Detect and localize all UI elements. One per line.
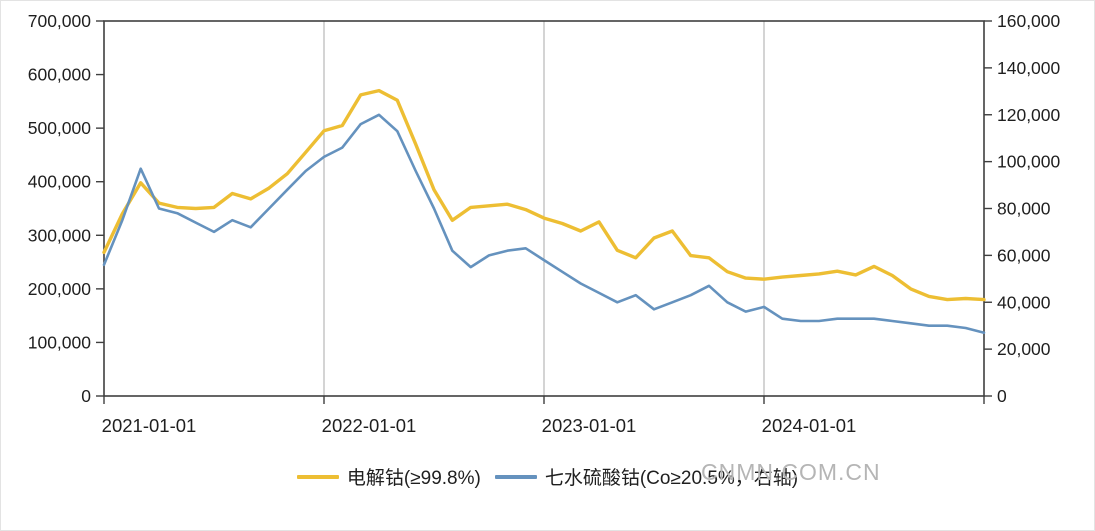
right-axis-tick-label: 140,000 xyxy=(997,58,1061,78)
chart-legend: 电解钴(≥99.8%) 七水硫酸钴(Co≥20.5%，右轴) xyxy=(1,463,1094,490)
left-axis-tick-label: 500,000 xyxy=(28,118,92,138)
left-axis-tick-label: 300,000 xyxy=(28,225,92,245)
x-axis-tick-label: 2021-01-01 xyxy=(102,415,197,436)
series-line-cobalt-sulfate xyxy=(102,113,986,335)
x-axis-tick-label: 2022-01-01 xyxy=(322,415,417,436)
right-axis-tick-label: 120,000 xyxy=(997,105,1061,125)
left-axis-tick-label: 200,000 xyxy=(28,279,92,299)
plot-area: 0 100,000 200,000 300,000 400,000 500,000 600,… xyxy=(28,11,1061,436)
legend-item-electrolytic-cobalt: 电解钴(≥99.8%) xyxy=(296,463,481,490)
left-axis-tick-label: 100,000 xyxy=(28,332,92,352)
legend-swatch-blue-line xyxy=(494,474,537,479)
legend-label-cobalt-sulfate: 七水硫酸钴(Co≥20.5%，右轴) xyxy=(544,468,799,489)
right-axis-tick-label: 40,000 xyxy=(997,292,1051,312)
left-axis-tick-label: 600,000 xyxy=(28,65,92,85)
x-axis-tick-label: 2024-01-01 xyxy=(762,415,857,436)
left-axis-tick-label: 400,000 xyxy=(28,172,92,192)
legend-label-electrolytic-cobalt: 电解钴(≥99.8%) xyxy=(346,468,481,489)
right-axis-tick-label: 0 xyxy=(997,386,1007,406)
watermark-cnmn: CNMN.COM.CN xyxy=(701,459,881,485)
right-axis-tick-label: 20,000 xyxy=(997,339,1051,359)
x-axis-tick-label: 2023-01-01 xyxy=(542,415,637,436)
left-axis-tick-label: 0 xyxy=(81,386,91,406)
legend-item-cobalt-sulfate: 七水硫酸钴(Co≥20.5%，右轴) xyxy=(494,463,799,490)
series-line-electrolytic-cobalt xyxy=(102,88,986,302)
left-axis-tick-label: 700,000 xyxy=(28,11,92,31)
right-axis-tick-label: 60,000 xyxy=(997,245,1051,265)
right-axis-tick-label: 160,000 xyxy=(997,11,1061,31)
legend-swatch-yellow-line xyxy=(296,474,339,479)
right-axis-tick-label: 100,000 xyxy=(997,152,1061,172)
right-axis-tick-label: 80,000 xyxy=(997,199,1051,219)
